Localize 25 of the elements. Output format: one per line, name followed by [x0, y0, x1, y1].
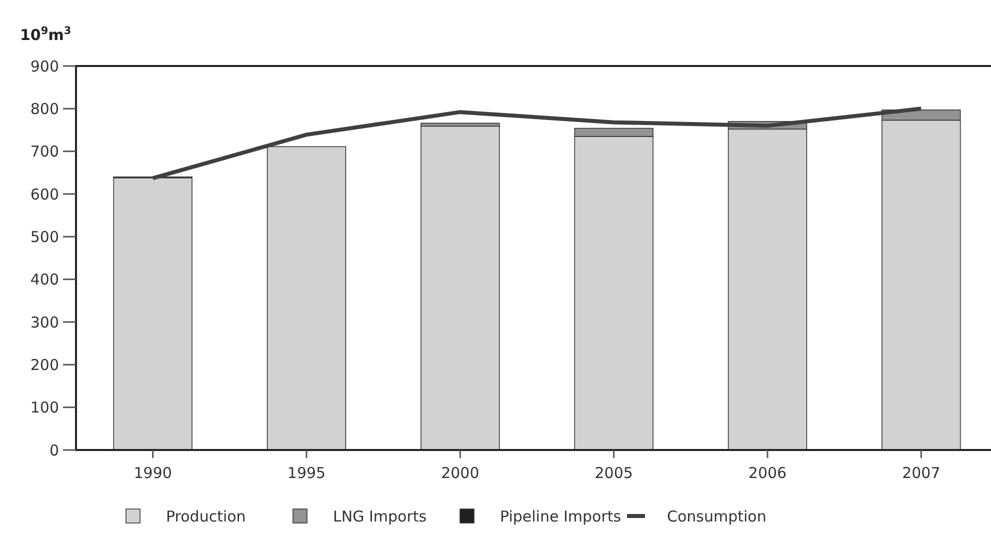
x-tick-label: 2006: [748, 464, 787, 482]
y-tick-label: 900: [30, 57, 59, 76]
x-tick-label: 1990: [134, 464, 172, 482]
y-tick-label: 600: [30, 185, 59, 204]
x-tick-label: 2000: [441, 464, 480, 482]
line-series: [150, 106, 924, 180]
y-tick-label: 0: [49, 441, 59, 460]
y-tick-label: 400: [30, 270, 59, 289]
y-tick-label: 300: [30, 313, 59, 332]
x-tick-label: 2005: [594, 464, 633, 482]
y-tick-label: 500: [30, 228, 59, 246]
x-tick-label: 1995: [287, 464, 326, 482]
x-tick-label: 2007: [902, 464, 940, 482]
y-tick-label: 100: [30, 398, 59, 417]
legend-label: Pipeline Imports: [500, 507, 622, 526]
legend-label: LNG Imports: [333, 507, 427, 526]
bar: [266, 146, 346, 450]
legend-label: Production: [166, 507, 246, 526]
y-tick-label: 200: [30, 356, 59, 374]
y-axis-title: 10$^{9}$m$^{3}$: [20, 25, 72, 44]
legend-label: Consumption: [667, 507, 766, 526]
y-tick-label: 800: [30, 100, 59, 118]
bar: [113, 177, 192, 450]
bar: [420, 126, 500, 450]
y-tick-label: 700: [30, 142, 59, 161]
